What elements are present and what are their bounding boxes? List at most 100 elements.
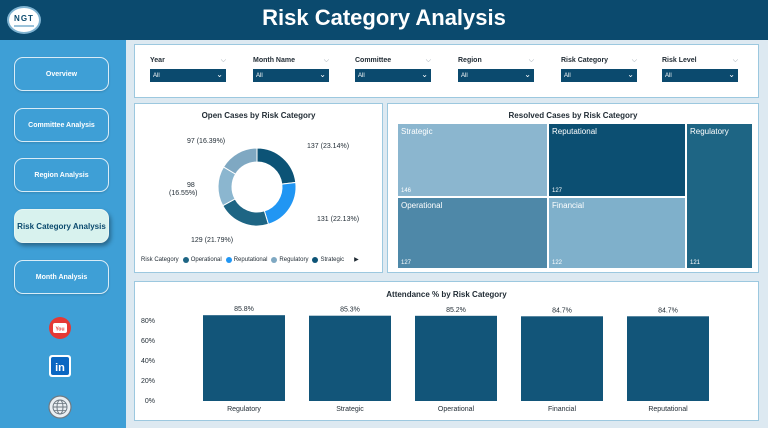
globe-icon[interactable]: [48, 395, 72, 419]
chevron-down-icon[interactable]: ⌵: [528, 57, 534, 64]
open-cases-panel: Open Cases by Risk Category 137 (23.14%)…: [134, 103, 383, 273]
filter-month-name: Month Name ⌵ All ⌄: [253, 57, 329, 82]
resolved-cases-panel: Resolved Cases by Risk Category Strategi…: [387, 103, 759, 273]
dropdown-arrow-icon: ⌄: [627, 70, 634, 79]
y-tick-label: 40%: [141, 358, 155, 365]
legend-item-reputational[interactable]: Reputational: [233, 256, 268, 263]
treemap-tile-strategic[interactable]: Strategic 146: [397, 123, 548, 197]
filter-risk-category: Risk Category ⌵ All ⌄: [561, 57, 637, 82]
filter-month-name-dropdown[interactable]: All ⌄: [253, 69, 329, 82]
filter-year: Year ⌵ All ⌄: [150, 57, 226, 82]
filter-committee: Committee ⌵ All ⌄: [355, 57, 431, 82]
y-tick-label: 0%: [145, 398, 155, 405]
legend-item-strategic[interactable]: Strategic: [320, 256, 345, 263]
resolved-cases-title: Resolved Cases by Risk Category: [508, 111, 638, 120]
bar-value-label: 85.8%: [234, 306, 254, 313]
linkedin-icon[interactable]: in: [48, 354, 72, 378]
tile-value: 121: [690, 260, 701, 266]
chevron-down-icon[interactable]: ⌵: [425, 57, 431, 64]
filter-risk-category-label: Risk Category: [561, 57, 609, 64]
treemap-tile-financial[interactable]: Financial 122: [548, 197, 686, 269]
filter-risk-category-dropdown[interactable]: All ⌄: [561, 69, 637, 82]
slice-label-financial-percent: (16.55%): [169, 190, 197, 197]
filter-year-dropdown[interactable]: All ⌄: [150, 69, 226, 82]
donut-slice-strategic[interactable]: [256, 147, 297, 185]
donut-slice-regulatory[interactable]: [222, 147, 258, 175]
nav-committee-analysis-button[interactable]: Committee Analysis: [14, 108, 109, 142]
legend-item-operational[interactable]: Operational: [190, 256, 222, 263]
open-cases-title: Open Cases by Risk Category: [201, 111, 316, 120]
donut-slice-reputational[interactable]: [263, 181, 297, 225]
filter-risk-level-label: Risk Level: [662, 57, 697, 64]
chevron-down-icon[interactable]: ⌵: [220, 57, 226, 64]
tile-label: Strategic: [401, 127, 433, 136]
legend-title: Risk Category: [141, 256, 179, 263]
bar-strategic[interactable]: [309, 315, 391, 401]
legend-dot-regulatory: [271, 256, 278, 263]
chevron-down-icon[interactable]: ⌵: [631, 57, 637, 64]
treemap-tile-operational[interactable]: Operational 127: [397, 197, 548, 269]
tile-label: Financial: [552, 201, 585, 210]
slice-label-financial-value: 98: [187, 182, 195, 189]
bar-value-label: 84.7%: [552, 307, 572, 314]
y-tick-label: 60%: [141, 338, 155, 345]
page-title: Risk Category Analysis: [262, 5, 506, 30]
nav-overview-button[interactable]: Overview: [14, 57, 109, 91]
filter-year-label: Year: [150, 57, 165, 64]
filter-committee-dropdown[interactable]: All ⌄: [355, 69, 431, 82]
attendance-bar-chart: 0% 20% 40% 60% 80% 85.8% Regulatory 85.3% Strat…: [141, 306, 709, 413]
treemap-tile-reputational[interactable]: Reputational 127: [548, 123, 686, 197]
x-tick-label: Reputational: [648, 406, 688, 413]
filter-month-name-label: Month Name: [253, 57, 295, 64]
legend-dot-operational: [182, 256, 189, 263]
tile-label: Operational: [401, 201, 443, 210]
bar-financial[interactable]: [521, 316, 603, 401]
sidebar: Overview Committee Analysis Region Analy…: [0, 40, 126, 428]
open-cases-donut-chart: 137 (23.14%) 131 (22.13%) 129 (21.79%) 9…: [169, 138, 359, 244]
dropdown-arrow-icon: ⌄: [216, 70, 223, 79]
header: NGT Risk Category Analysis: [0, 0, 768, 40]
x-tick-label: Operational: [438, 406, 475, 413]
slice-label-reputational: 131 (22.13%): [317, 216, 359, 223]
filter-region-dropdown[interactable]: All ⌄: [458, 69, 534, 82]
legend-dot-strategic: [312, 256, 319, 263]
filters-panel: Year ⌵ All ⌄ Month Name ⌵ All ⌄ Committee …: [134, 44, 759, 98]
tile-value: 122: [552, 260, 563, 266]
bar-regulatory[interactable]: [203, 315, 285, 401]
nav-risk-category-analysis-button[interactable]: Risk Category Analysis: [14, 209, 109, 243]
treemap-tile-regulatory[interactable]: Regulatory 121: [686, 123, 753, 269]
open-cases-legend: Risk Category Operational Reputational R…: [141, 256, 359, 263]
x-tick-label: Financial: [548, 406, 576, 413]
bar-reputational[interactable]: [627, 316, 709, 401]
dropdown-arrow-icon: ⌄: [728, 70, 735, 79]
svg-text:You: You: [55, 327, 64, 333]
slice-label-operational: 129 (21.79%): [191, 237, 233, 244]
bar-value-label: 85.2%: [446, 307, 466, 314]
bar-value-label: 85.3%: [340, 307, 360, 314]
bar-operational[interactable]: [415, 315, 497, 401]
tile-value: 146: [401, 188, 412, 194]
filter-committee-label: Committee: [355, 57, 392, 64]
chevron-down-icon[interactable]: ⌵: [323, 57, 329, 64]
attendance-title: Attendance % by Risk Category: [386, 290, 507, 299]
legend-item-regulatory[interactable]: Regulatory: [279, 256, 309, 263]
nav-region-analysis-button[interactable]: Region Analysis: [14, 158, 109, 192]
nav-month-analysis-button[interactable]: Month Analysis: [14, 260, 109, 294]
tile-label: Reputational: [552, 127, 597, 136]
dropdown-arrow-icon: ⌄: [421, 70, 428, 79]
filter-risk-level-dropdown[interactable]: All ⌄: [662, 69, 738, 82]
slice-label-strategic: 137 (23.14%): [307, 143, 349, 150]
dropdown-arrow-icon: ⌄: [524, 70, 531, 79]
donut-slice-operational[interactable]: [222, 198, 270, 227]
attendance-panel: Attendance % by Risk Category 0% 20% 40% 60…: [134, 281, 759, 421]
x-tick-label: Regulatory: [227, 406, 261, 413]
youtube-icon[interactable]: You: [48, 316, 72, 340]
y-tick-label: 80%: [141, 318, 155, 325]
company-logo: NGT: [7, 6, 41, 34]
tile-label: Regulatory: [690, 127, 729, 136]
chevron-down-icon[interactable]: ⌵: [732, 57, 738, 64]
dropdown-arrow-icon: ⌄: [319, 70, 326, 79]
legend-next-arrow-icon[interactable]: ▶: [354, 257, 359, 263]
slice-label-regulatory: 97 (16.39%): [187, 138, 225, 145]
y-tick-label: 20%: [141, 378, 155, 385]
